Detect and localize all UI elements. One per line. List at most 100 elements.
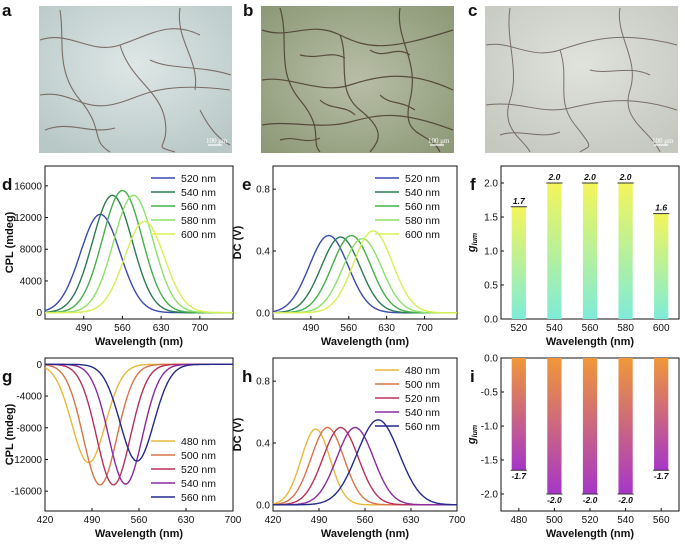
x-tick-label: 520 [510, 323, 527, 334]
y-tick-label: 0 [36, 308, 42, 319]
y-tick-label: -2.0 [481, 490, 499, 501]
series-line-540-nm [273, 236, 457, 314]
bar-value-label: 1.6 [655, 203, 667, 213]
bar-580 [618, 183, 633, 319]
y-tick-label: 4000 [20, 276, 43, 287]
y-tick-label: -1.0 [481, 422, 499, 433]
panel-label-e: e [242, 175, 251, 194]
x-axis-label: Wavelength (nm) [546, 336, 635, 348]
x-tick-label: 700 [225, 515, 242, 526]
glum-bar-chart-i: 0.0 -0.5 -1.0 -1.5 -2.0 480 -1.7 500 -2.0 520 -2.0… [466, 354, 680, 540]
bar-540 [547, 183, 562, 319]
bar-520 [582, 358, 598, 494]
bar-value-label: 1.7 [513, 196, 526, 206]
x-tick-label: 630 [378, 323, 395, 334]
y-tick-label: 0 [36, 360, 42, 371]
y-axis-label: CPL (mdeg) [4, 403, 16, 465]
x-tick-label: 580 [617, 323, 634, 334]
micrograph-c: 100 μm [485, 6, 678, 153]
legend-entry: 480 nm [181, 436, 216, 448]
bar-480 [511, 358, 526, 471]
cpl-chart-d: 490 560 630 700 0 4000 8000 12000 16000 Wavelengt… [4, 165, 234, 348]
y-tick-label: -4000 [16, 392, 42, 403]
legend-entry: 580 nm [181, 215, 216, 227]
legend-entry: 600 nm [405, 229, 440, 241]
x-tick-label: 540 [617, 515, 634, 526]
legend-entry: 520 nm [405, 173, 440, 185]
legend-entry: 540 nm [405, 187, 440, 199]
legend-entry: 520 nm [181, 464, 216, 476]
x-tick-label: 700 [416, 323, 433, 334]
x-tick-label: 630 [178, 515, 195, 526]
x-tick-label: 540 [546, 323, 563, 334]
bar-value-label: -1.7 [511, 471, 527, 481]
y-tick-label: 0.0 [256, 308, 270, 319]
cpl-chart-g: 420 490 560 630 700 0 -4000 -8000 -12000 -16000 Wa… [4, 357, 242, 540]
y-tick-label: 0.0 [484, 354, 498, 365]
series-line-580-nm [273, 237, 457, 314]
panel-label-b: b [243, 1, 253, 20]
series-line-600-nm [273, 230, 457, 314]
y-tick-label: -8000 [16, 423, 42, 434]
x-tick-label: 500 [546, 515, 563, 526]
y-tick-label: 8000 [20, 245, 43, 256]
y-tick-label: 0.4 [256, 439, 270, 450]
x-axis-label: Wavelength (nm) [321, 336, 410, 348]
x-tick-label: 700 [191, 323, 208, 334]
legend-entry: 600 nm [181, 229, 216, 241]
x-axis-label: Wavelength (nm) [95, 336, 184, 348]
bar-value-label: -2.0 [618, 495, 633, 505]
x-tick-label: 490 [311, 515, 328, 526]
legend-entry: 540 nm [181, 478, 216, 490]
bar-520 [511, 206, 526, 319]
x-tick-label: 560 [114, 323, 131, 334]
scale-bar-label-a: 100 μm [206, 137, 228, 145]
x-tick-label: 490 [84, 515, 101, 526]
y-axis-label: glum [466, 233, 479, 253]
micrograph-b: 100 μm [261, 6, 454, 153]
bar-600 [654, 213, 669, 319]
x-axis-label: Wavelength (nm) [546, 528, 635, 540]
series-line-480-nm [272, 428, 457, 506]
scale-bar-label-c: 100 μm [652, 137, 674, 145]
legend-entry: 560 nm [405, 421, 440, 433]
legend-entry: 540 nm [181, 187, 216, 199]
panel-label-h: h [242, 367, 252, 386]
scale-bar-label-b: 100 μm [428, 137, 450, 145]
bar-value-label: 2.0 [619, 172, 632, 182]
panel-label-a: a [2, 1, 12, 20]
y-tick-label: 2.0 [484, 179, 498, 190]
plot-frame [272, 165, 458, 320]
x-tick-label: 420 [37, 515, 54, 526]
bar-540 [618, 358, 633, 494]
x-tick-label: 630 [153, 323, 170, 334]
y-axis-label: DC (V) [232, 417, 244, 451]
y-tick-label: 1.0 [484, 247, 498, 258]
series-line-560-nm [45, 363, 233, 462]
panel-label-c: c [468, 1, 477, 20]
legend-entry: 560 nm [181, 201, 216, 213]
x-tick-label: 700 [449, 515, 466, 526]
y-tick-label: 0.4 [256, 247, 270, 258]
x-tick-label: 630 [403, 515, 420, 526]
y-tick-label: -12000 [11, 455, 43, 466]
y-axis-label: glum [466, 425, 479, 445]
x-tick-label: 560 [340, 323, 357, 334]
y-tick-label: 12000 [14, 213, 42, 224]
y-tick-label: 0.0 [484, 315, 498, 326]
bar-value-label: -1.7 [654, 471, 670, 481]
legend-entry: 480 nm [405, 365, 440, 377]
series-line-540-nm [273, 426, 457, 506]
legend-entry: 540 nm [405, 407, 440, 419]
y-tick-label: 0.8 [256, 377, 270, 388]
x-axis-label: Wavelength (nm) [95, 528, 184, 540]
x-tick-label: 490 [75, 323, 92, 334]
x-tick-label: 600 [653, 323, 670, 334]
panel-label-g: g [2, 367, 12, 386]
dc-chart-e: 490 560 630 700 0.0 0.4 0.8 Wavelength (nm) DC (… [232, 165, 458, 348]
x-tick-label: 480 [510, 515, 527, 526]
series-line-480-nm [44, 363, 233, 464]
x-tick-label: 560 [653, 515, 670, 526]
series-line-520-nm [272, 234, 457, 314]
